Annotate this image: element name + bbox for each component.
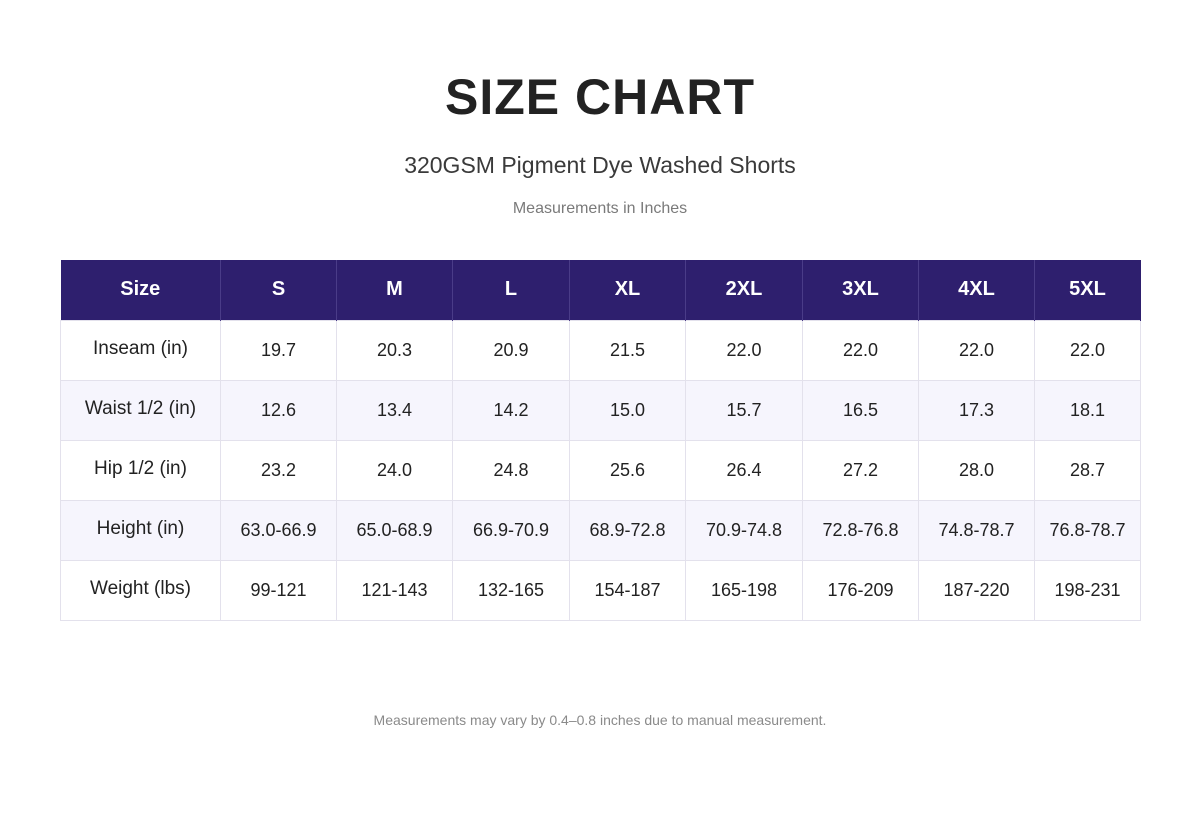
header-cell-size: Size (60, 260, 221, 320)
size-chart-table: Size S M L XL 2XL 3XL 4XL 5XL Inseam (in… (60, 260, 1141, 621)
table-cell: 187-220 (918, 559, 1035, 621)
header-cell-s: S (220, 260, 337, 320)
table-cell: 15.7 (685, 379, 803, 441)
table-cell: 28.0 (918, 439, 1035, 501)
table-cell: 26.4 (685, 439, 803, 501)
table-cell: 63.0-66.9 (220, 499, 337, 561)
header-cell-5xl: 5XL (1034, 260, 1141, 320)
table-cell: 72.8-76.8 (802, 499, 919, 561)
table-cell: 18.1 (1034, 379, 1141, 441)
table-cell: 28.7 (1034, 439, 1141, 501)
table-cell: 121-143 (336, 559, 453, 621)
table-cell: 176-209 (802, 559, 919, 621)
row-label: Inseam (in) (60, 319, 221, 381)
table-cell: 99-121 (220, 559, 337, 621)
footer-note: Measurements may vary by 0.4–0.8 inches … (373, 712, 827, 728)
table-cell: 22.0 (685, 319, 803, 381)
table-cell: 132-165 (452, 559, 570, 621)
table-cell: 70.9-74.8 (685, 499, 803, 561)
table-cell: 21.5 (569, 319, 686, 381)
table-cell: 22.0 (1034, 319, 1141, 381)
header-cell-xl: XL (569, 260, 686, 320)
table-cell: 22.0 (918, 319, 1035, 381)
table-cell: 22.0 (802, 319, 919, 381)
table-row-weight: Weight (lbs) 99-121 121-143 132-165 154-… (60, 559, 1141, 621)
table-cell: 27.2 (802, 439, 919, 501)
table-header-row: Size S M L XL 2XL 3XL 4XL 5XL (60, 260, 1141, 320)
table-cell: 15.0 (569, 379, 686, 441)
table-cell: 154-187 (569, 559, 686, 621)
header-cell-3xl: 3XL (802, 260, 919, 320)
unit-note: Measurements in Inches (512, 200, 688, 217)
table-row-height: Height (in) 63.0-66.9 65.0-68.9 66.9-70.… (60, 499, 1141, 561)
table-cell: 13.4 (336, 379, 453, 441)
header-cell-l: L (452, 260, 570, 320)
table-cell: 165-198 (685, 559, 803, 621)
header-cell-4xl: 4XL (918, 260, 1035, 320)
header-cell-2xl: 2XL (685, 260, 803, 320)
table-cell: 65.0-68.9 (336, 499, 453, 561)
table-row-hip: Hip 1/2 (in) 23.2 24.0 24.8 25.6 26.4 27… (60, 439, 1141, 501)
table-cell: 74.8-78.7 (918, 499, 1035, 561)
row-label: Hip 1/2 (in) (60, 439, 221, 501)
table-cell: 76.8-78.7 (1034, 499, 1141, 561)
table-cell: 23.2 (220, 439, 337, 501)
table-cell: 66.9-70.9 (452, 499, 570, 561)
table-cell: 19.7 (220, 319, 337, 381)
table-row-inseam: Inseam (in) 19.7 20.3 20.9 21.5 22.0 22.… (60, 319, 1141, 381)
table-cell: 68.9-72.8 (569, 499, 686, 561)
table-cell: 24.8 (452, 439, 570, 501)
table-cell: 20.3 (336, 319, 453, 381)
table-cell: 24.0 (336, 439, 453, 501)
row-label: Waist 1/2 (in) (60, 379, 221, 441)
row-label: Height (in) (60, 499, 221, 561)
page-subtitle: 320GSM Pigment Dye Washed Shorts (404, 152, 796, 178)
row-label: Weight (lbs) (60, 559, 221, 621)
table-cell: 17.3 (918, 379, 1035, 441)
table-cell: 20.9 (452, 319, 570, 381)
table-cell: 25.6 (569, 439, 686, 501)
header-cell-m: M (336, 260, 453, 320)
table-row-waist: Waist 1/2 (in) 12.6 13.4 14.2 15.0 15.7 … (60, 379, 1141, 441)
table-cell: 14.2 (452, 379, 570, 441)
table-cell: 16.5 (802, 379, 919, 441)
table-cell: 198-231 (1034, 559, 1141, 621)
page-title: SIZE CHART (445, 69, 755, 125)
table-cell: 12.6 (220, 379, 337, 441)
